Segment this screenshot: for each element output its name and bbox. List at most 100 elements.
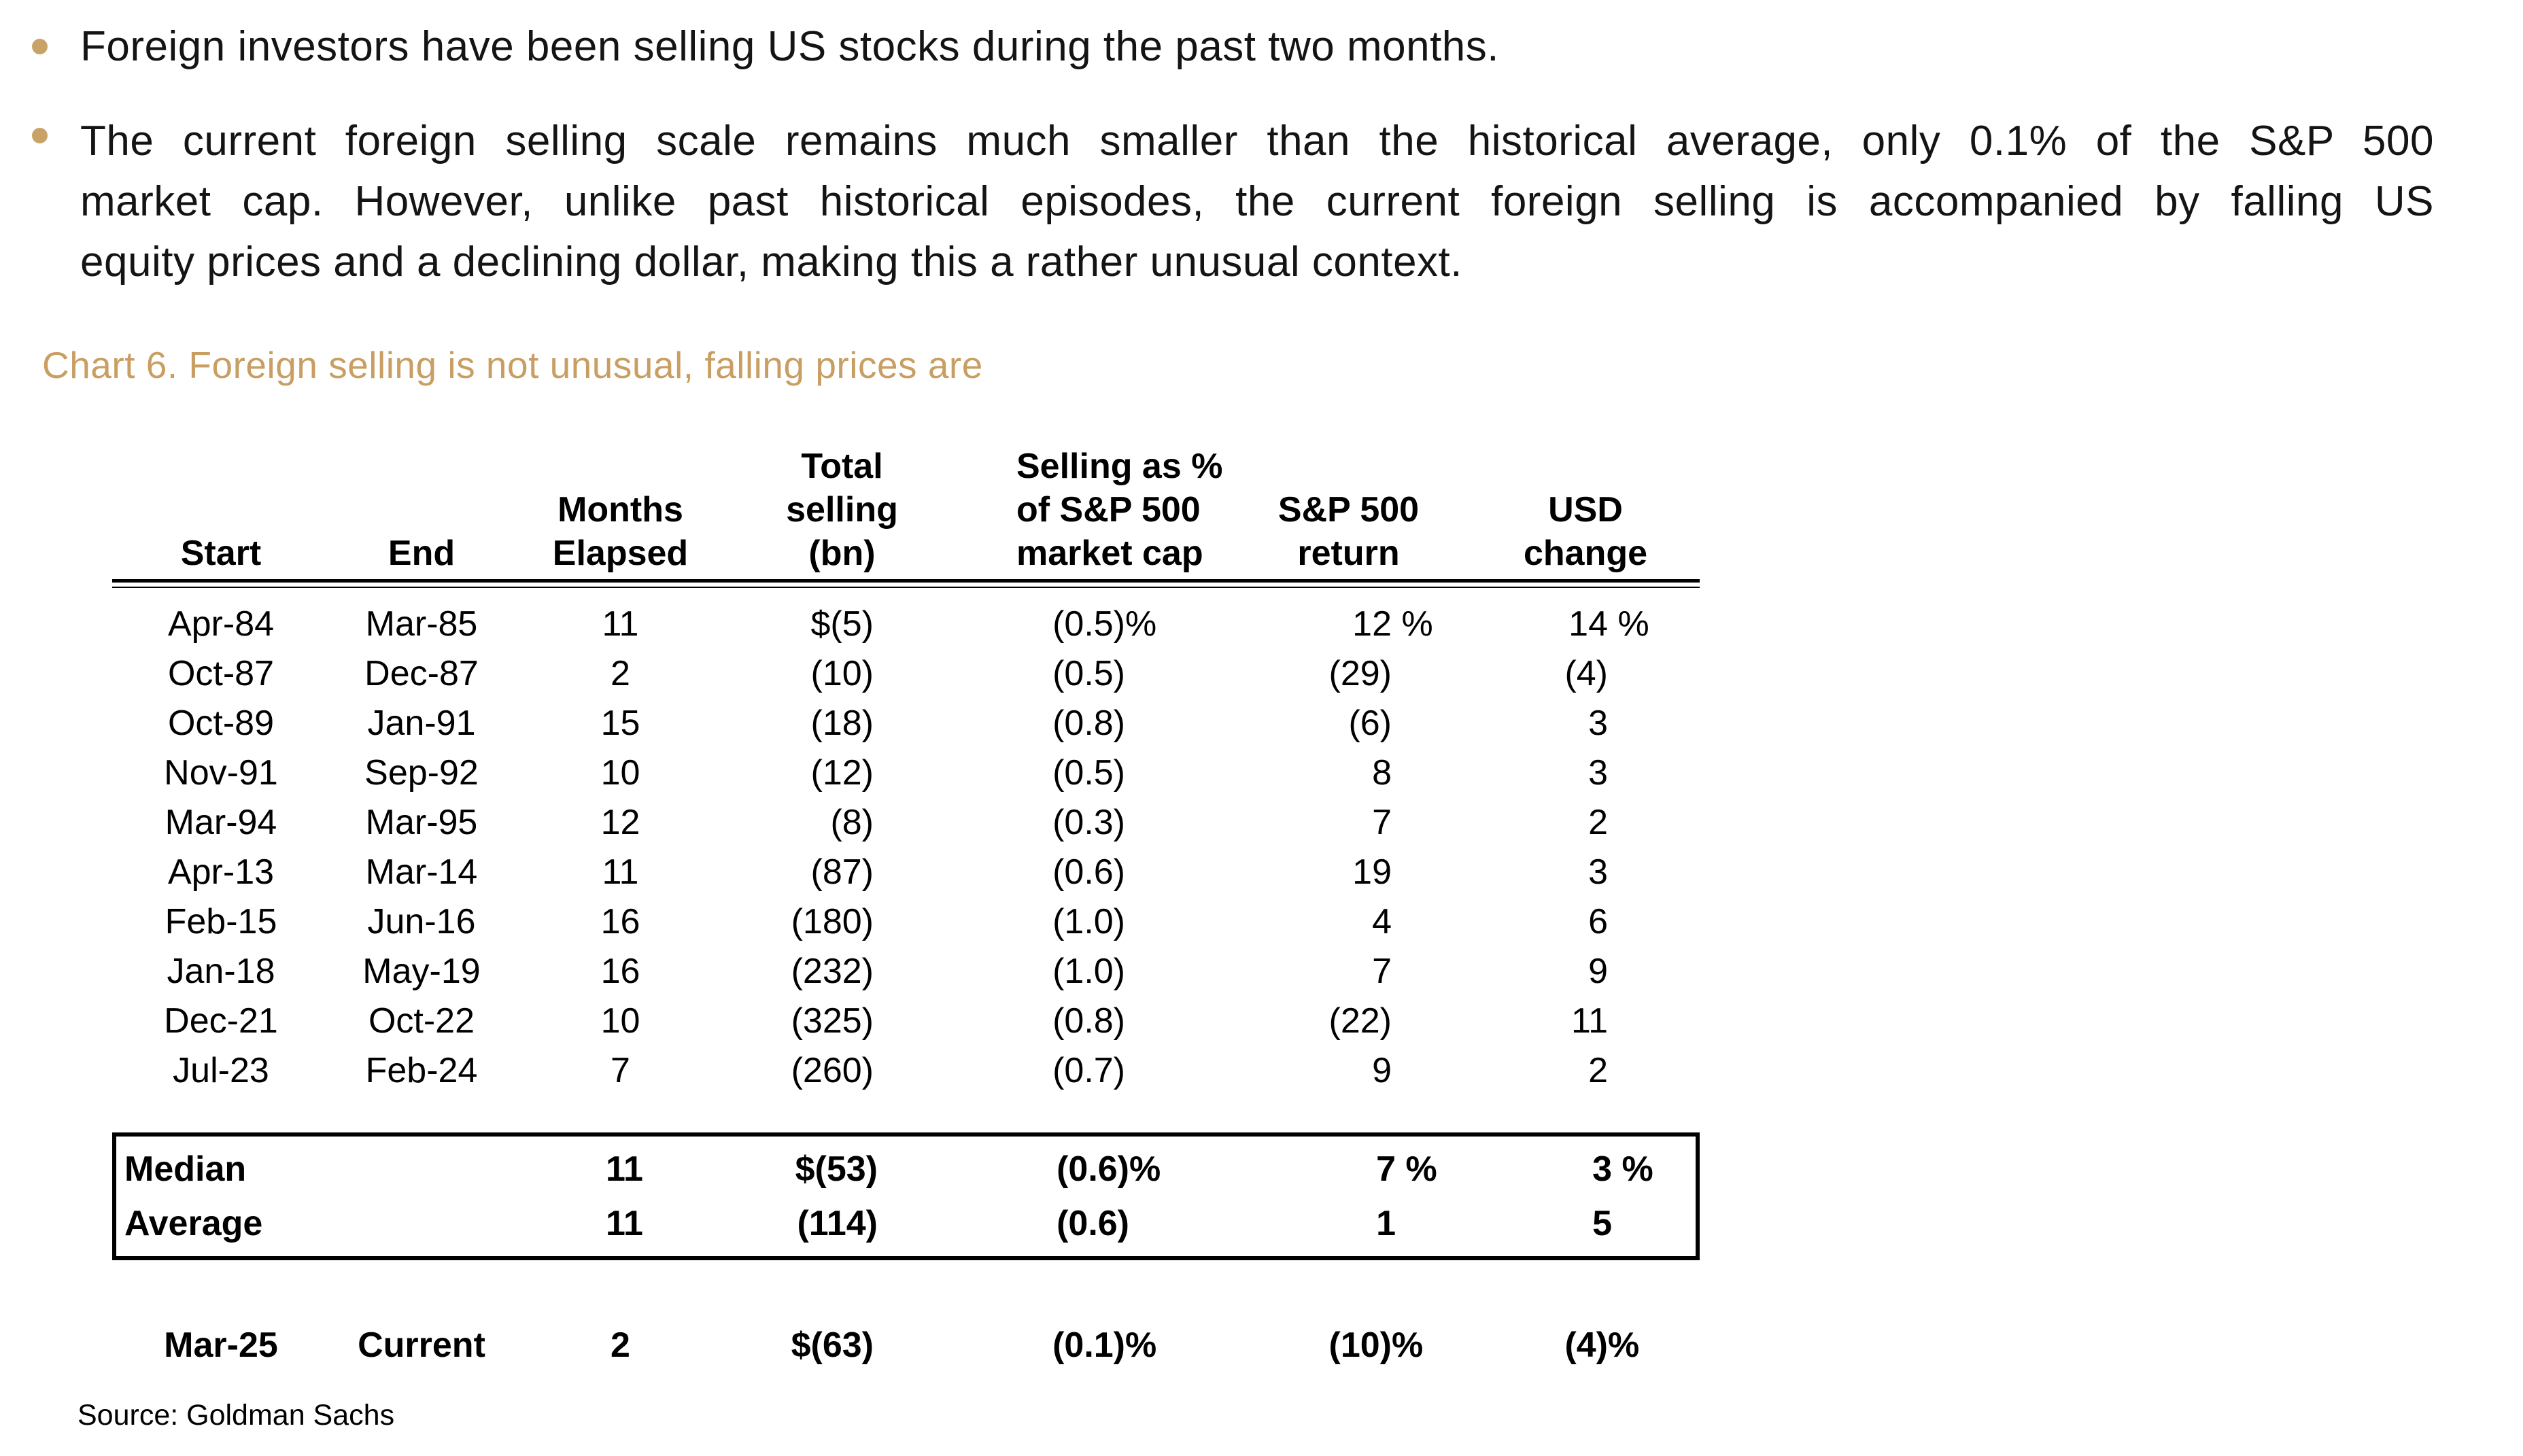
summary-box: Median 11 $(53) (0.6)% 7 % 3 % Average 11 (114) (… <box>112 1132 1700 1260</box>
bullet-2-paragraph: The current foreign selling scale remain… <box>80 111 2434 292</box>
cell-spx-return: (10)% <box>1328 1325 1424 1365</box>
table-row: Jul-23 Feb-24 7 (260) (0.7) 9 2 <box>112 1045 1700 1095</box>
cell-months-elapsed: 10 <box>600 1001 640 1041</box>
cell-start: Dec-21 <box>164 1001 278 1041</box>
cell-start: Mar-94 <box>165 802 277 842</box>
cell-usd-change: 3 <box>1588 852 1608 892</box>
cell-spx-return: 12 % <box>1352 604 1433 644</box>
cell-end: Oct-22 <box>368 1001 475 1041</box>
cell-start: Jul-23 <box>173 1050 269 1090</box>
selling-table: Start End Months Elapsed Total selling (… <box>112 435 1700 1370</box>
cell-total-selling: (12) <box>810 752 874 793</box>
cell-end: May-19 <box>362 951 481 991</box>
table-row: Feb-15 Jun-16 16 (180) (1.0) 4 6 <box>112 897 1700 946</box>
table-row: Apr-13 Mar-14 11 (87) (0.6) 19 3 <box>112 847 1700 897</box>
cell-months-elapsed: 16 <box>600 901 640 941</box>
cell-total-selling: $(53) <box>795 1149 878 1189</box>
table-body: Apr-84 Mar-85 11 $(5) (0.5)% 12 % 14 % Oct-87 De… <box>112 599 1700 1095</box>
cell-start: Apr-13 <box>167 852 275 892</box>
bullet-2-line-1: The current foreign selling scale remain… <box>80 118 2434 164</box>
cell-spx-return: 19 <box>1352 852 1392 892</box>
col-header-total-selling: Total selling (bn) <box>786 447 898 573</box>
cell-spx-return: 7 % <box>1376 1149 1437 1189</box>
table-row: Mar-94 Mar-95 12 (8) (0.3) 7 2 <box>112 797 1700 847</box>
cell-total-selling: (232) <box>791 951 874 991</box>
cell-months-elapsed: 7 <box>611 1050 630 1090</box>
bullet-dot-icon <box>32 128 48 143</box>
cell-total-selling: (325) <box>791 1001 874 1041</box>
cell-label: Median <box>124 1149 247 1189</box>
bullet-2-line-3: equity prices and a declining dollar, ma… <box>80 239 1463 285</box>
col-header-months-elapsed: Months Elapsed <box>552 490 689 573</box>
cell-total-selling: (10) <box>810 653 874 693</box>
cell-start: Apr-84 <box>167 604 275 644</box>
cell-selling-pct: (0.8) <box>1052 703 1125 743</box>
cell-selling-pct: (0.5)% <box>1052 604 1157 644</box>
cell-months-elapsed: 16 <box>600 951 640 991</box>
current-row-holder: Mar-25 Current 2 $(63) (0.1)% (10)% (4)% <box>112 1320 1700 1370</box>
cell-end: Jun-16 <box>367 901 476 941</box>
cell-selling-pct: (0.6)% <box>1057 1149 1161 1189</box>
cell-start: Feb-15 <box>165 901 277 941</box>
cell-selling-pct: (1.0) <box>1052 901 1125 941</box>
header-underline <box>112 579 1700 588</box>
bullet-1-text: Foreign investors have been selling US s… <box>80 23 1500 70</box>
cell-spx-return: (6) <box>1348 703 1392 743</box>
cell-months-elapsed: 10 <box>600 752 640 793</box>
cell-start: Jan-18 <box>167 951 275 991</box>
cell-spx-return: (29) <box>1328 653 1392 693</box>
cell-end: Mar-85 <box>365 604 478 644</box>
table-row: Dec-21 Oct-22 10 (325) (0.8) (22) 11 <box>112 996 1700 1045</box>
cell-selling-pct: (0.8) <box>1052 1001 1125 1041</box>
cell-usd-change: 2 <box>1588 802 1608 842</box>
cell-total-selling: (114) <box>797 1204 878 1243</box>
cell-selling-pct: (0.6) <box>1057 1204 1129 1243</box>
cell-selling-pct: (0.1)% <box>1052 1325 1157 1365</box>
cell-months-elapsed: 11 <box>606 1204 643 1243</box>
current-row: Mar-25 Current 2 $(63) (0.1)% (10)% (4)% <box>112 1320 1700 1370</box>
cell-months-elapsed: 12 <box>600 802 640 842</box>
cell-start: Nov-91 <box>164 752 278 793</box>
cell-end: Mar-95 <box>365 802 478 842</box>
cell-total-selling: (8) <box>830 802 874 842</box>
cell-usd-change: 14 % <box>1568 604 1649 644</box>
cell-months-elapsed: 15 <box>600 703 640 743</box>
cell-usd-change: 2 <box>1588 1050 1608 1090</box>
cell-spx-return: 1 <box>1376 1204 1396 1243</box>
cell-months-elapsed: 11 <box>606 1149 643 1189</box>
table-row: Jan-18 May-19 16 (232) (1.0) 7 9 <box>112 946 1700 996</box>
cell-selling-pct: (0.7) <box>1052 1050 1125 1090</box>
cell-total-selling: (87) <box>810 852 874 892</box>
col-header-selling-pct-mktcap: Selling as % of S&P 500 market cap <box>1016 447 1223 573</box>
cell-start: Oct-87 <box>167 653 275 693</box>
cell-total-selling: (260) <box>791 1050 874 1090</box>
table-row: Apr-84 Mar-85 11 $(5) (0.5)% 12 % 14 % <box>112 599 1700 648</box>
table-header-row: Start End Months Elapsed Total selling (… <box>112 435 1700 575</box>
summary-row-median: Median 11 $(53) (0.6)% 7 % 3 % <box>116 1142 1696 1196</box>
table-row: Nov-91 Sep-92 10 (12) (0.5) 8 3 <box>112 748 1700 797</box>
cell-end: Mar-14 <box>365 852 478 892</box>
cell-usd-change: 3 <box>1588 752 1608 793</box>
cell-selling-pct: (0.6) <box>1052 852 1125 892</box>
cell-usd-change: 3 <box>1588 703 1608 743</box>
cell-spx-return: 4 <box>1372 901 1392 941</box>
col-header-end: End <box>388 534 456 573</box>
cell-usd-change: 3 % <box>1592 1149 1653 1189</box>
cell-spx-return: (22) <box>1328 1001 1392 1041</box>
cell-start: Mar-25 <box>164 1325 278 1365</box>
cell-spx-return: 7 <box>1372 951 1392 991</box>
cell-usd-change: 5 <box>1592 1204 1612 1243</box>
bullet-dot-icon <box>32 39 48 54</box>
table-row: Oct-89 Jan-91 15 (18) (0.8) (6) 3 <box>112 698 1700 748</box>
bullet-2-line-2: market cap. However, unlike past histori… <box>80 178 2434 225</box>
cell-months-elapsed: 11 <box>602 604 639 644</box>
col-header-spx-return: S&P 500 return <box>1277 490 1420 573</box>
cell-usd-change: (4)% <box>1564 1325 1640 1365</box>
summary-row-average: Average 11 (114) (0.6) 1 5 <box>116 1196 1696 1251</box>
chart-title: Chart 6. Foreign selling is not unusual,… <box>42 344 983 386</box>
cell-total-selling: (180) <box>791 901 874 941</box>
cell-selling-pct: (1.0) <box>1052 951 1125 991</box>
cell-total-selling: $(63) <box>791 1325 874 1365</box>
cell-end: Jan-91 <box>367 703 476 743</box>
